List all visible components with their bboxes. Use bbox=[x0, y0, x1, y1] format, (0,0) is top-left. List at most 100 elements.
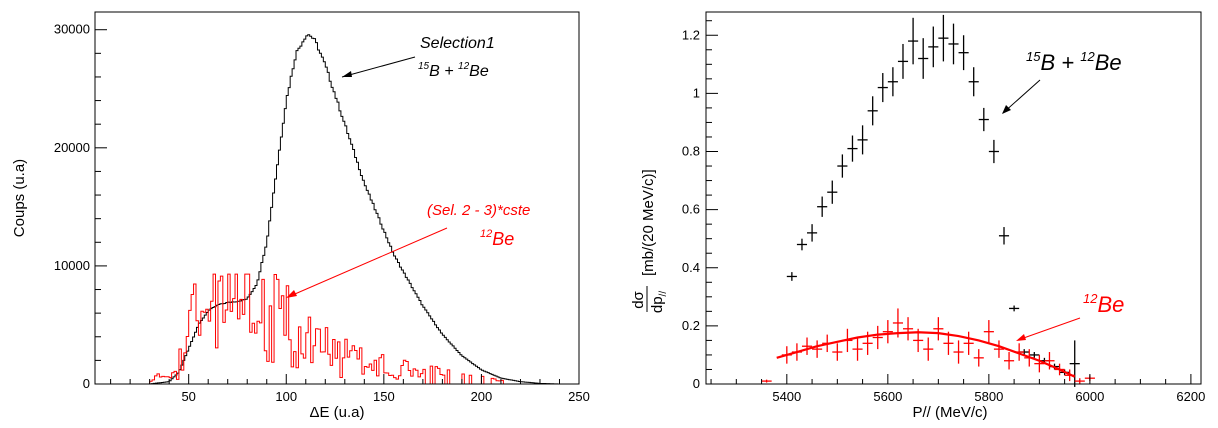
15b-12be-point bbox=[817, 196, 828, 217]
left-y-axis-label: Coups (u.a) bbox=[11, 159, 28, 237]
left-x-axis-label: ΔE (u.a) bbox=[309, 404, 364, 421]
arrow-12be-right bbox=[1017, 317, 1081, 341]
12be-point bbox=[801, 337, 813, 355]
right-x-axis-label: P// (MeV/c) bbox=[912, 404, 987, 421]
12be-point bbox=[832, 343, 843, 361]
15b-12be-point bbox=[1069, 340, 1080, 387]
12be-point bbox=[973, 349, 984, 367]
right-y-tick-label: 0.8 bbox=[682, 144, 700, 159]
12be-point bbox=[923, 337, 934, 361]
right-x-tick-label: 5800 bbox=[974, 389, 1003, 404]
right-x-tick-label: 6200 bbox=[1176, 389, 1205, 404]
15b-12be-point bbox=[877, 73, 888, 103]
15b-12be-point bbox=[948, 23, 959, 65]
arrowhead-sel2-3 bbox=[286, 290, 297, 298]
15b-12be-point bbox=[807, 224, 818, 242]
12be-point bbox=[983, 320, 994, 344]
left-y-tick-label: 10000 bbox=[54, 258, 90, 273]
15b-12be-point bbox=[786, 272, 797, 281]
right-y-tick-label: 0.2 bbox=[682, 318, 700, 333]
right-x-tick-label: 5400 bbox=[772, 389, 801, 404]
right-x-tick-label: 5600 bbox=[873, 389, 902, 404]
15b-12be-point bbox=[908, 17, 919, 65]
left-x-tick-label: 150 bbox=[373, 389, 395, 404]
12be-point bbox=[953, 340, 964, 364]
left-x-tick-label: 100 bbox=[275, 389, 297, 404]
annotation-sel2-3: (Sel. 2 - 3)*cste bbox=[427, 202, 530, 219]
15b-12be-point bbox=[857, 125, 868, 155]
12be-point bbox=[1074, 378, 1085, 384]
15b-12be-point bbox=[867, 96, 878, 126]
15b-12be-point bbox=[928, 26, 939, 68]
15b-12be-point bbox=[988, 139, 999, 164]
12be-point bbox=[1044, 352, 1055, 370]
12be-fit-curve bbox=[776, 331, 1076, 378]
15b-12be-point bbox=[938, 14, 949, 62]
15b-12be-point bbox=[1009, 305, 1020, 312]
12be-point bbox=[812, 340, 823, 358]
15b-12be-point bbox=[887, 67, 898, 97]
left-y-tick-label: 20000 bbox=[54, 140, 90, 155]
15b-12be-point bbox=[918, 38, 929, 79]
left-x-tick-label: 50 bbox=[181, 389, 195, 404]
right-y-tick-label: 1 bbox=[693, 85, 700, 100]
right-plot-area bbox=[761, 14, 1095, 387]
selection1-histogram bbox=[139, 34, 570, 385]
right-y-tick-label: 0 bbox=[693, 376, 700, 391]
left-frame bbox=[94, 11, 580, 385]
15b-12be-point bbox=[978, 107, 989, 132]
annotation-12be-left: 12Be bbox=[480, 228, 514, 249]
12be-point bbox=[872, 325, 883, 350]
15b-12be-point bbox=[847, 135, 858, 162]
15b-12be-point bbox=[796, 238, 808, 251]
12be-point bbox=[882, 320, 893, 344]
15b-12be-point bbox=[958, 35, 969, 71]
12be-point bbox=[1034, 354, 1045, 373]
annotation-12be-right: 12Be bbox=[1083, 291, 1124, 317]
right-y-tick-label: 0.4 bbox=[682, 260, 700, 275]
right-x-tick-label: 6000 bbox=[1075, 389, 1104, 404]
arrow-selection1 bbox=[341, 56, 416, 78]
12be-point bbox=[993, 340, 1005, 358]
12be-point bbox=[902, 317, 914, 341]
left-x-tick-label: 200 bbox=[471, 389, 493, 404]
left-x-tick-label: 250 bbox=[568, 389, 590, 404]
12be-point bbox=[761, 379, 772, 383]
right-x-axis: 5400 5600 5800 6000 6200 bbox=[710, 374, 1205, 404]
annotation-15b-12be-right: 15B + 12Be bbox=[1026, 49, 1122, 75]
right-y-axis: 0 0.2 0.4 0.6 0.8 1 1.2 bbox=[682, 20, 718, 391]
right-y-tick-label: 0.6 bbox=[682, 202, 700, 217]
right-y-axis-label: dσ dp// [mb/(20 MeV/c)] bbox=[630, 169, 669, 313]
right-cross-section-panel: 5400 5600 5800 6000 6200 0 0.2 0.4 0.6 0.8 1 1.2 P… bbox=[630, 11, 1205, 421]
left-y-tick-label: 0 bbox=[83, 376, 90, 391]
15b-12be-point bbox=[837, 154, 848, 178]
12be-point bbox=[852, 337, 863, 361]
ylabel-numerator: dσ bbox=[630, 290, 647, 308]
arrow-sel2-3 bbox=[287, 227, 448, 298]
arrowhead-selection1 bbox=[342, 71, 352, 77]
15b-12be-point bbox=[897, 43, 909, 79]
ylabel-unit: [mb/(20 MeV/c)] bbox=[640, 169, 657, 276]
annotation-15b-12be-left: 15B + 12Be bbox=[418, 61, 489, 80]
12be-point bbox=[1004, 352, 1015, 370]
left-y-tick-label: 30000 bbox=[54, 22, 90, 37]
left-x-axis: 50 100 150 200 250 bbox=[110, 374, 590, 404]
annotation-selection1: Selection1 bbox=[420, 35, 495, 52]
right-frame bbox=[705, 11, 1202, 385]
left-histogram-panel: 50 100 150 200 250 0 10000 20000 30000 ΔE (u.a)… bbox=[11, 11, 590, 421]
ylabel-denominator: dp// bbox=[649, 291, 669, 313]
sel2-3-histogram bbox=[149, 273, 511, 385]
15b-12be-point bbox=[827, 180, 838, 204]
12be-point bbox=[963, 331, 974, 355]
arrowhead-12be-right bbox=[1016, 334, 1026, 341]
arrow-15b-right bbox=[1002, 79, 1041, 114]
15b-12be-point bbox=[998, 227, 1010, 245]
15b-12be-point bbox=[968, 67, 979, 97]
12be-point bbox=[933, 317, 944, 341]
left-y-axis: 0 10000 20000 30000 bbox=[54, 22, 107, 391]
left-plot-area bbox=[139, 34, 570, 385]
arrowhead-15b-right bbox=[1002, 105, 1011, 114]
right-y-tick-label: 1.2 bbox=[682, 27, 700, 42]
